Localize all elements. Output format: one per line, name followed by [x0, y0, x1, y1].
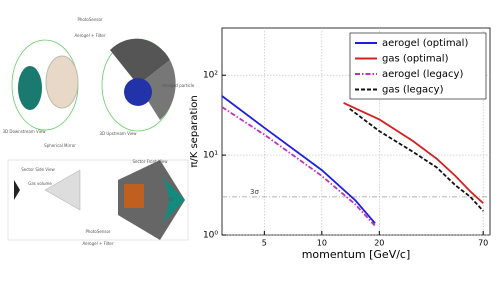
y-tick-label: 10¹ [203, 151, 218, 161]
mirror [45, 55, 79, 109]
diagram-label: Aerogel + Filter [74, 33, 105, 38]
y-axis-label: π/K separation [189, 95, 200, 167]
diagram-label: PhotoSensor [85, 229, 110, 234]
mirror-front [160, 175, 185, 225]
series-line [221, 106, 376, 227]
diagram-label: 3D Upstream View [99, 131, 137, 136]
legend-label: aerogel (optimal) [382, 38, 468, 49]
x-tick-label: 20 [374, 239, 384, 248]
diagram-label: 60° [168, 197, 175, 202]
aerogel [124, 184, 144, 208]
panel [7, 159, 189, 241]
diagram-label: Sector Front View [132, 159, 168, 164]
front [118, 160, 185, 240]
sensor [14, 180, 20, 200]
diagram-label: PhotoSensor [77, 17, 102, 22]
y-tick-label: 10⁰ [203, 231, 218, 241]
y-tick-label: 10² [203, 71, 218, 81]
legend-label: gas (optimal) [382, 54, 449, 65]
diagram-label: Aerogel + Filter [82, 241, 113, 246]
disk [18, 66, 42, 110]
x-tick-label: 5 [262, 239, 267, 248]
series-line [349, 108, 484, 212]
detector-diagram [7, 38, 189, 241]
sector [138, 60, 176, 120]
legend-label: gas (legacy) [382, 85, 444, 96]
volume [44, 169, 81, 211]
sector [110, 38, 170, 85]
x-tick-label: 70 [478, 239, 488, 248]
reference-label: 3σ [250, 188, 259, 196]
x-tick-label: 10 [317, 239, 327, 248]
series-line [343, 102, 484, 204]
diagram-label: Gas volume [28, 181, 52, 186]
diagram-label: Sector Side View [21, 167, 55, 172]
core [124, 78, 152, 106]
x-axis-label: momentum [GeV/c] [302, 248, 411, 261]
legend-label: aerogel (legacy) [382, 69, 463, 80]
diagram-label: charged particle [162, 83, 195, 88]
diagram-label: 3D Downstream View [2, 129, 46, 134]
series-line [221, 95, 376, 224]
diagram-label: Spherical Mirror [44, 143, 76, 148]
